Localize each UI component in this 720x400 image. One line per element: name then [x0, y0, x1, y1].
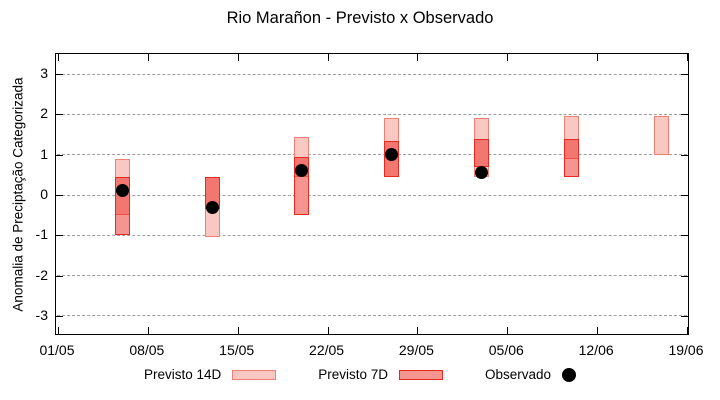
x-tick-mark [147, 327, 149, 334]
y-tick-mark [56, 315, 63, 317]
y-tick-mark [681, 74, 688, 76]
x-tick-mark [58, 327, 59, 334]
y-gridline [57, 154, 687, 156]
legend-dot-observado-icon [562, 367, 577, 382]
x-tick-label: 15/05 [219, 342, 255, 358]
legend-label: Previsto 7D [318, 367, 389, 382]
x-tick-label: 22/05 [309, 342, 345, 358]
x-tick-label: 29/05 [398, 342, 434, 358]
y-tick-mark [56, 195, 63, 196]
x-tick-mark [507, 54, 509, 61]
y-tick-mark [56, 275, 63, 277]
y-gridline [57, 113, 687, 115]
x-tick-mark [417, 327, 419, 334]
observed-point [205, 200, 219, 214]
y-gridline [57, 234, 687, 236]
x-tick-mark [58, 54, 59, 61]
legend-label: Observado [485, 367, 552, 382]
observed-point [115, 184, 129, 198]
forecast-14d-box [563, 116, 579, 159]
y-tick-mark [56, 114, 63, 116]
forecast-7d-box [563, 138, 579, 177]
x-tick-label: 19/06 [668, 342, 704, 358]
legend-swatch-previsto-14d [232, 369, 277, 380]
x-tick-mark [687, 327, 688, 334]
y-tick-mark [681, 275, 688, 277]
x-tick-mark [507, 327, 509, 334]
legend: Previsto 14D Previsto 7D Observado [0, 367, 720, 382]
x-tick-mark [327, 327, 329, 334]
y-tick-label: -1 [35, 226, 48, 243]
x-tick-label: 01/05 [39, 342, 75, 358]
forecast-14d-box [653, 116, 669, 155]
y-tick-mark [681, 154, 688, 156]
y-tick-label: 0 [40, 186, 48, 202]
y-tick-mark [56, 154, 63, 156]
y-tick-label: 1 [40, 145, 48, 162]
y-tick-mark [56, 235, 63, 237]
legend-item: Previsto 7D [318, 367, 444, 382]
y-tick-mark [681, 315, 688, 317]
y-tick-mark [56, 74, 63, 76]
y-gridline [57, 194, 687, 196]
y-gridline [57, 73, 687, 75]
observed-point [475, 166, 489, 180]
legend-item: Observado [485, 367, 577, 382]
x-tick-mark [237, 54, 239, 61]
legend-item: Previsto 14D [143, 367, 277, 382]
x-tick-mark [687, 54, 688, 61]
y-tick-label: 3 [40, 65, 48, 82]
x-tick-mark [417, 54, 419, 61]
y-tick-mark [681, 195, 688, 196]
y-gridline [57, 315, 687, 317]
y-tick-mark [681, 114, 688, 116]
y-tick-label: -3 [35, 306, 48, 323]
chart-title: Rio Marañon - Previsto x Observado [226, 9, 494, 27]
y-gridline [57, 275, 687, 277]
observed-point [385, 148, 399, 162]
y-tick-label: 2 [40, 105, 48, 122]
y-tick-mark [681, 235, 688, 237]
legend-swatch-previsto-7d [399, 369, 444, 380]
x-tick-mark [597, 327, 599, 334]
y-tick-label: -2 [35, 266, 48, 283]
x-tick-label: 05/06 [488, 342, 524, 358]
x-tick-label: 08/05 [129, 342, 165, 358]
x-tick-mark [327, 54, 329, 61]
x-tick-label: 12/06 [578, 342, 614, 358]
x-tick-mark [597, 54, 599, 61]
plot-area [55, 53, 689, 335]
legend-label: Previsto 14D [143, 367, 222, 382]
observed-point [295, 164, 309, 178]
x-tick-mark [147, 54, 149, 61]
forecast-7d-box [474, 138, 490, 167]
x-tick-mark [237, 327, 239, 334]
